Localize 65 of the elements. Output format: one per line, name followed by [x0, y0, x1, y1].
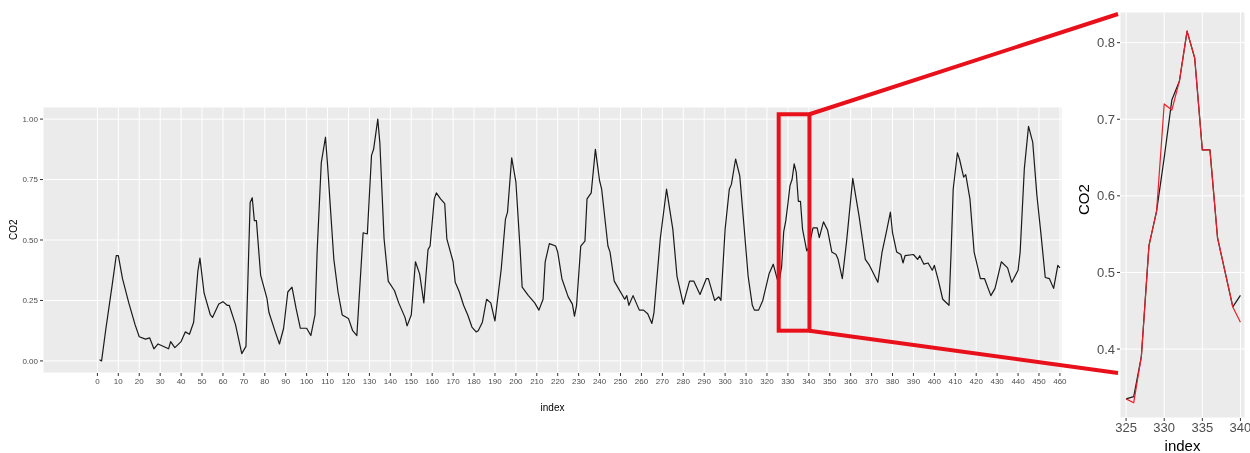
x-tick-label: 290 [697, 376, 712, 386]
x-tick-label: 80 [260, 376, 270, 386]
y-tick-label: 0.75 [22, 175, 39, 185]
x-tick-label: 170 [446, 376, 461, 386]
x-tick-label: 50 [197, 376, 208, 386]
x-tick-label: 110 [321, 376, 335, 386]
x-tick-label: 60 [218, 376, 228, 386]
x-tick-label: 260 [634, 376, 649, 386]
x-tick-label: 120 [341, 376, 356, 386]
x-tick-label: 190 [488, 376, 503, 386]
x-tick-label: 440 [1011, 376, 1026, 386]
x-tick-label: 340 [802, 376, 817, 386]
x-tick-label: 250 [613, 376, 628, 386]
x-tick-label: 30 [155, 376, 166, 386]
y-axis-title: CO2 [1075, 184, 1093, 215]
y-tick-label: 1.00 [22, 114, 39, 124]
x-tick-label: 230 [571, 376, 586, 386]
x-tick-label: 210 [530, 376, 545, 386]
x-tick-label: 320 [760, 376, 775, 386]
x-tick-label: 270 [655, 376, 670, 386]
x-tick-label: 0 [95, 376, 101, 386]
x-tick-label: 340 [1229, 420, 1250, 436]
x-tick-label: 420 [969, 376, 984, 386]
y-tick-label: 0.7 [1096, 111, 1115, 127]
x-tick-label: 430 [990, 376, 1005, 386]
x-axis-title: index [1164, 437, 1201, 453]
x-tick-label: 390 [906, 376, 921, 386]
x-tick-label: 410 [948, 376, 963, 386]
x-tick-label: 240 [592, 376, 607, 386]
x-tick-label: 335 [1191, 420, 1214, 436]
x-tick-label: 310 [739, 376, 754, 386]
x-axis-title: index [540, 402, 565, 413]
x-tick-label: 70 [239, 376, 249, 386]
x-tick-label: 140 [383, 376, 398, 386]
x-tick-label: 150 [404, 376, 419, 386]
x-tick-label: 40 [176, 376, 187, 386]
x-tick-label: 130 [362, 376, 377, 386]
x-tick-label: 400 [927, 376, 942, 386]
y-tick-label: 0.4 [1096, 341, 1115, 357]
y-tick-label: 0.5 [1096, 265, 1115, 281]
x-tick-label: 325 [1115, 420, 1137, 436]
y-tick-label: 0.00 [22, 356, 39, 366]
x-tick-label: 360 [843, 376, 858, 386]
y-tick-label: 0.6 [1096, 188, 1115, 204]
x-tick-label: 10 [113, 376, 124, 386]
y-tick-label: 0.25 [22, 296, 39, 306]
x-tick-label: 100 [299, 376, 314, 386]
y-tick-label: 0.8 [1096, 35, 1115, 51]
x-tick-label: 160 [425, 376, 440, 386]
x-tick-label: 20 [134, 376, 145, 386]
x-tick-label: 460 [1053, 376, 1068, 386]
x-tick-label: 300 [718, 376, 733, 386]
y-axis-title: CO2 [7, 219, 19, 240]
x-tick-label: 370 [864, 376, 879, 386]
x-tick-label: 350 [823, 376, 837, 386]
x-tick-label: 380 [885, 376, 900, 386]
x-tick-label: 280 [676, 376, 691, 386]
x-tick-label: 330 [781, 376, 796, 386]
y-tick-label: 0.50 [22, 235, 39, 245]
x-tick-label: 220 [551, 376, 565, 386]
x-tick-label: 180 [467, 376, 482, 386]
x-tick-label: 90 [281, 376, 291, 386]
x-tick-label: 330 [1153, 420, 1176, 436]
x-tick-label: 200 [509, 376, 524, 386]
x-tick-label: 450 [1032, 376, 1047, 386]
